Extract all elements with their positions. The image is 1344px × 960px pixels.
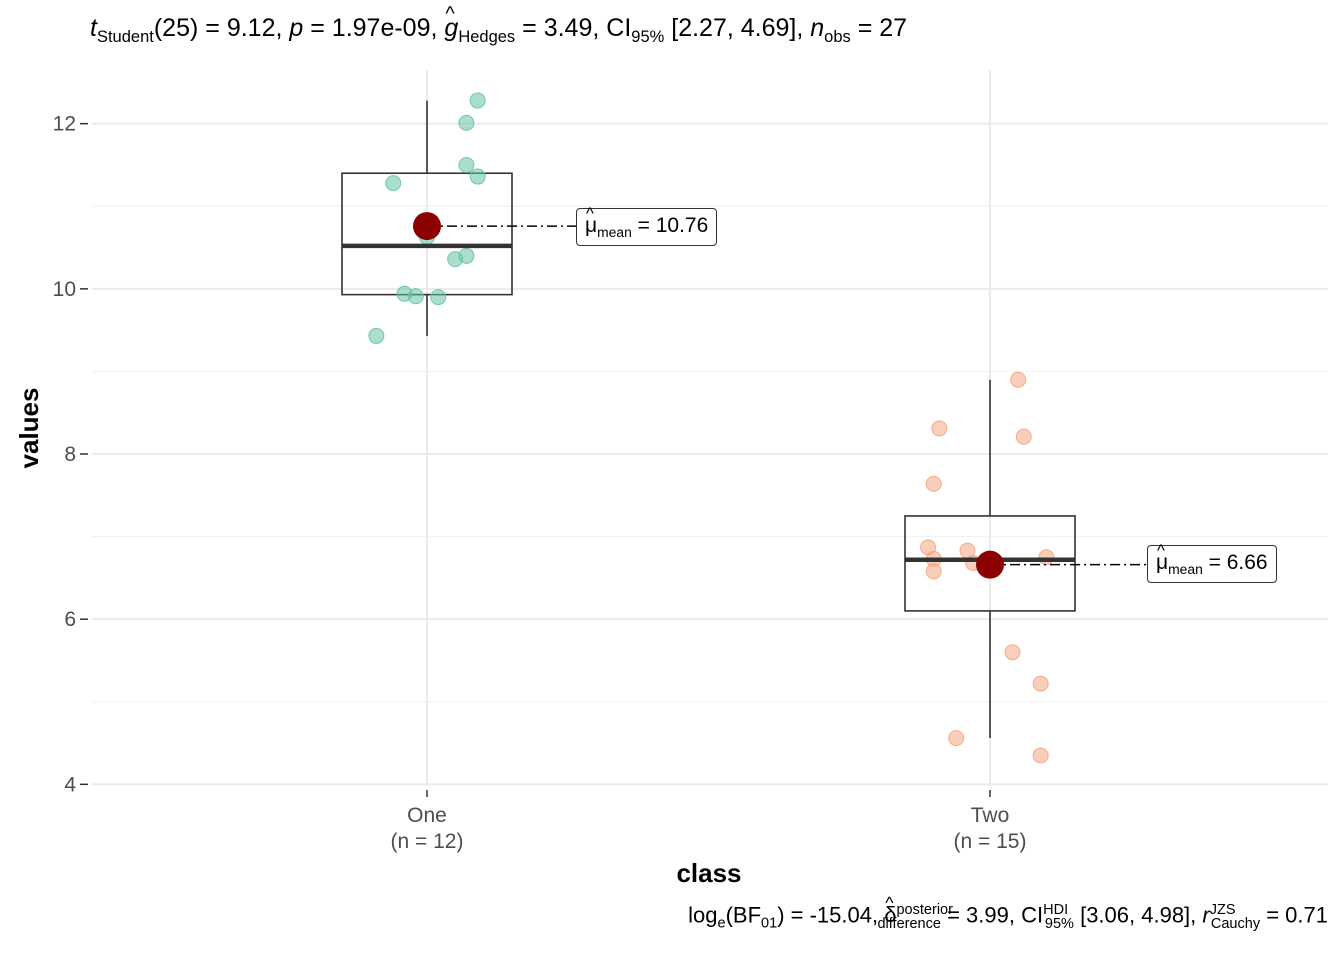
data-point [1032, 747, 1049, 764]
data-point [1038, 549, 1055, 566]
y-axis-title: values [14, 388, 44, 469]
n-sub: obs [824, 28, 851, 46]
box-iqr [904, 515, 1076, 612]
data-point [458, 156, 475, 173]
log-sub: e [717, 915, 726, 932]
mean-label-value: 6.66 [1226, 551, 1268, 574]
ci-symbol: CI [606, 14, 632, 42]
y-tick-label: 8 [64, 443, 76, 466]
mean-label-one: μmean = 10.76 [576, 203, 718, 246]
data-point [1010, 371, 1027, 388]
data-point [368, 327, 385, 344]
data-point [458, 114, 475, 131]
mean-point [413, 212, 441, 241]
p-symbol: p [289, 14, 304, 42]
delta-sup: posterior [896, 902, 953, 918]
mean-label-sub: mean [1168, 561, 1203, 578]
log-symbol: log [688, 902, 718, 928]
data-point [925, 475, 942, 492]
n-symbol: n [810, 14, 825, 42]
p-value: 1.97e-09 [331, 14, 431, 42]
r-symbol: r [1202, 902, 1210, 928]
data-point [407, 288, 424, 305]
chart-subtitle: tStudent(25) = 9.12, p = 1.97e-09, gHedg… [90, 3, 908, 47]
mean-label-value: 10.76 [655, 214, 709, 237]
x-tick-n-label: (n = 12) [391, 830, 464, 853]
mean-label-sub: mean [597, 224, 632, 241]
delta-value: 3.99 [966, 902, 1009, 928]
y-tick-label: 6 [64, 608, 76, 631]
data-point [469, 168, 486, 185]
mean-point [976, 550, 1004, 579]
t-symbol: t [90, 14, 97, 42]
g-value: 3.49 [543, 14, 593, 42]
y-tick-label: 4 [64, 773, 76, 796]
ci-value: [3.06, 4.98] [1080, 902, 1191, 928]
x-tick-label: One [407, 804, 447, 827]
n-value: 27 [879, 14, 908, 42]
bf-sub: 01 [761, 915, 778, 932]
r-sup: JZS [1209, 902, 1236, 918]
ci-sub: 95% [631, 28, 665, 46]
chart-caption: loge(BF01) = -15.04, δposteriordifferenc… [688, 893, 1328, 932]
data-point [430, 289, 447, 306]
data-point [385, 175, 402, 192]
data-point [1015, 428, 1032, 445]
x-axis-title: class [676, 858, 741, 888]
x-tick-label: Two [971, 804, 1010, 827]
r-sub: Cauchy [1210, 915, 1261, 932]
mean-label-symbol: μ [585, 203, 597, 240]
data-point [1032, 675, 1049, 692]
bf-symbol: BF [732, 902, 762, 928]
y-tick-label: 10 [53, 278, 76, 301]
y-tick-label: 12 [53, 113, 76, 136]
data-point [931, 420, 948, 437]
ci-value: [2.27, 4.69] [671, 14, 797, 42]
mean-label-symbol: μ [1156, 540, 1168, 577]
g-sub: Hedges [458, 28, 516, 46]
bf-value: -15.04 [809, 902, 872, 928]
ci-sup: HDI [1043, 902, 1069, 918]
ci-sub: 95% [1044, 915, 1074, 932]
g-symbol: g [444, 3, 458, 43]
data-point [458, 247, 475, 264]
t-value: 9.12 [226, 14, 276, 42]
box-iqr [341, 172, 513, 296]
t-sub: Student [96, 28, 154, 46]
data-point [1004, 644, 1021, 661]
data-point [469, 92, 486, 109]
t-df: (25) [153, 14, 199, 42]
data-point [948, 730, 965, 747]
r-value: 0.71 [1285, 902, 1328, 928]
delta-symbol: δ [884, 893, 896, 928]
ci-symbol: CI [1021, 902, 1044, 928]
x-tick-n-label: (n = 15) [954, 830, 1027, 853]
mean-label-two: μmean = 6.66 [1147, 540, 1277, 583]
